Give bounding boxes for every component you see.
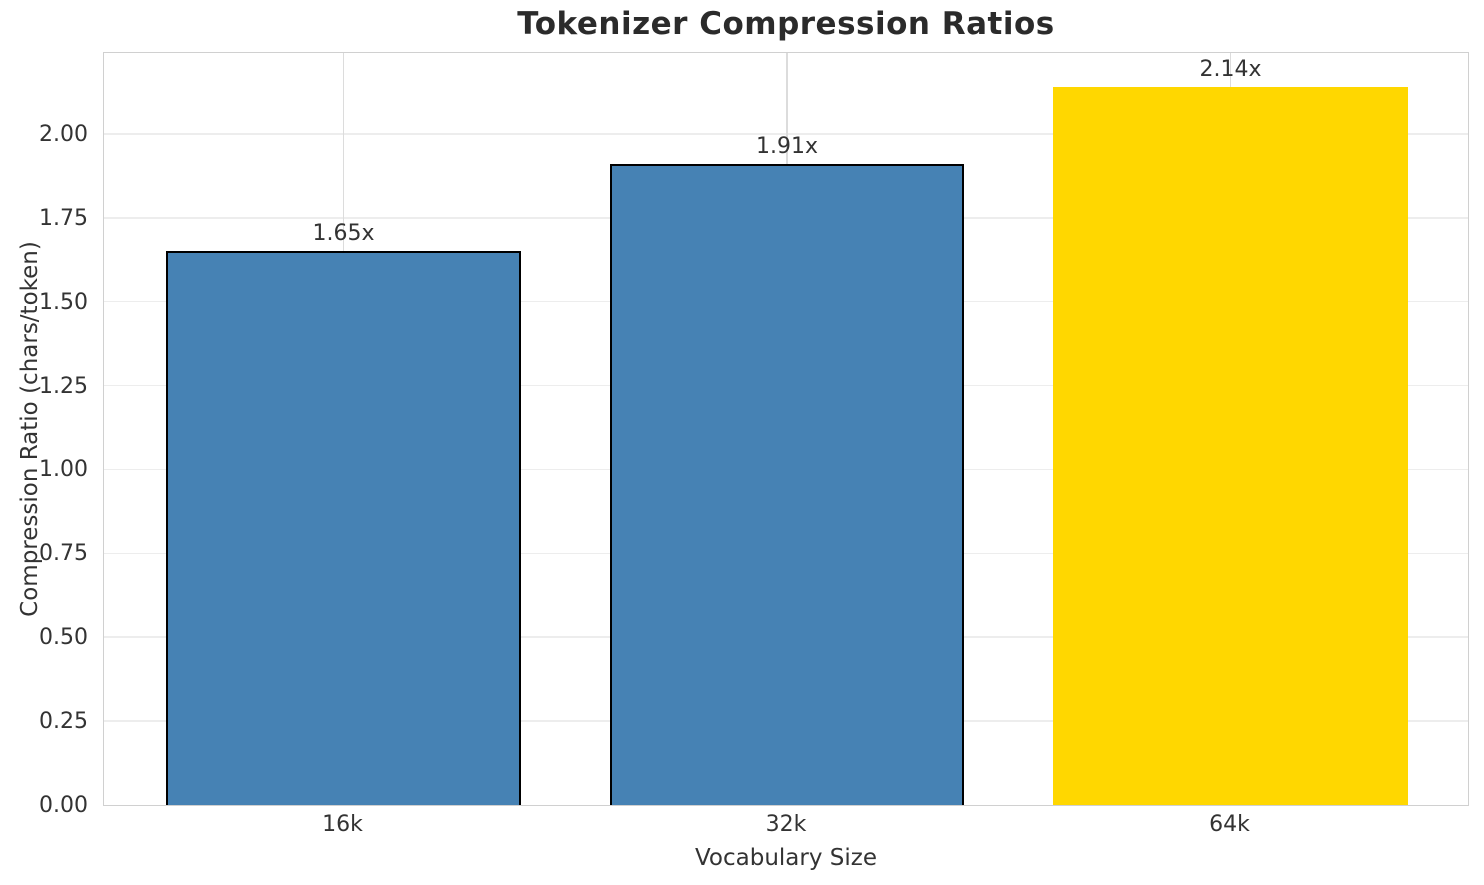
bar-16k bbox=[166, 251, 521, 805]
x-tick-label: 64k bbox=[1209, 812, 1250, 837]
y-tick-label: 0.50 bbox=[39, 625, 88, 651]
y-tick-label: 1.50 bbox=[39, 289, 88, 315]
bar-value-label: 1.65x bbox=[312, 221, 375, 247]
y-axis-label: Compression Ratio (chars/token) bbox=[17, 241, 43, 617]
plot-area: 1.65x 1.91x 2.14x bbox=[103, 52, 1469, 806]
bar-value-label: 2.14x bbox=[1199, 56, 1262, 82]
y-tick-label: 2.00 bbox=[39, 121, 88, 147]
bar-32k bbox=[609, 164, 965, 805]
chart-title: Tokenizer Compression Ratios bbox=[517, 6, 1055, 42]
x-tick-label: 32k bbox=[765, 812, 807, 837]
y-gridline bbox=[104, 133, 1468, 135]
x-tick-label: 16k bbox=[322, 812, 363, 837]
y-tick-label: 0.75 bbox=[39, 541, 88, 567]
bar-value-label: 1.91x bbox=[755, 134, 818, 160]
y-tick-label: 1.25 bbox=[39, 373, 88, 399]
y-tick-label: 1.75 bbox=[39, 205, 88, 231]
y-tick-label: 1.00 bbox=[39, 457, 88, 483]
y-tick-label: 0.25 bbox=[39, 709, 88, 735]
x-axis-label: Vocabulary Size bbox=[694, 845, 877, 871]
bar-64k bbox=[1053, 86, 1408, 805]
y-tick-label: 0.00 bbox=[39, 793, 88, 818]
